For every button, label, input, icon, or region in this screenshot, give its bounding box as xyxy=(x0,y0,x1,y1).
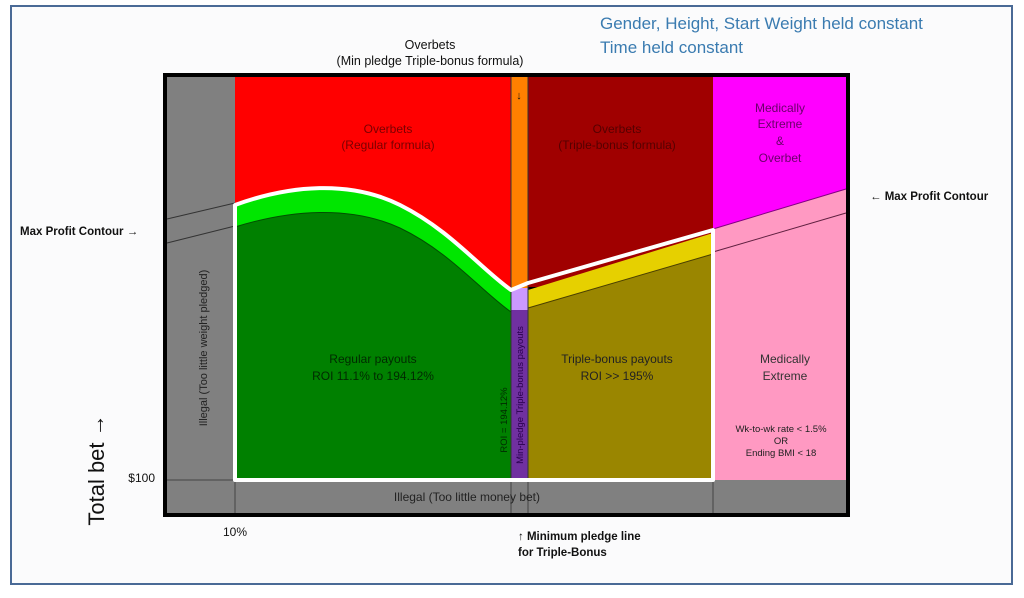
header-notes: Gender, Height, Start Weight held consta… xyxy=(600,12,1010,60)
max-profit-left-label: Max Profit Contour → xyxy=(20,226,139,238)
top-label: Overbets (Min pledge Triple-bonus formul… xyxy=(300,37,560,69)
y-axis-label: Total bet → xyxy=(84,414,109,525)
min-pledge-arrow-icon: ↓ xyxy=(516,90,522,102)
regular-payouts-region xyxy=(235,212,511,480)
med-extreme-overbet-l3: & xyxy=(776,134,784,148)
min-pledge-line-label-2: for Triple-Bonus xyxy=(518,547,607,559)
top-label-line1: Overbets xyxy=(404,38,456,52)
triple-payouts-title: Triple-bonus payouts xyxy=(561,352,673,366)
regular-payouts-roi: ROI 11.1% to 194.12% xyxy=(312,369,434,383)
medically-extreme-region xyxy=(713,189,846,480)
regular-payouts-title: Regular payouts xyxy=(329,352,416,366)
triple-payouts-region xyxy=(528,254,713,480)
roi-line-label: ROI = 194.12% xyxy=(499,387,510,453)
y-tick-100: $100 xyxy=(128,471,155,485)
min-pledge-payouts-label: Min-pledge Triple-bonus payouts xyxy=(515,326,526,464)
med-extreme-cond3: Ending BMI < 18 xyxy=(746,448,817,459)
overbets-regular-title: Overbets xyxy=(364,122,413,136)
note-time: Time held constant xyxy=(600,38,743,57)
overbets-regular-subtitle: (Regular formula) xyxy=(341,138,434,152)
min-pledge-payouts-region xyxy=(511,310,528,480)
triple-payouts-roi: ROI >> 195% xyxy=(581,369,654,383)
x-tick-10pct: 10% xyxy=(222,525,248,539)
min-pledge-overbet-region xyxy=(511,77,528,289)
contour-line-gray-upper xyxy=(166,202,236,220)
med-extreme-overbet-l1: Medically xyxy=(755,101,805,115)
min-pledge-max-band xyxy=(511,288,528,310)
min-pledge-line-label: ↑ Minimum pledge line for Triple-Bonus xyxy=(518,529,698,561)
contour-line-gray-lower xyxy=(166,225,236,244)
note-constants: Gender, Height, Start Weight held consta… xyxy=(600,14,923,33)
contour-line-green xyxy=(234,212,512,313)
max-profit-right-label: ← Max Profit Contour xyxy=(870,191,989,203)
med-extreme-overbet-l4: Overbet xyxy=(759,151,802,165)
top-label-line2: (Min pledge Triple-bonus formula) xyxy=(336,54,524,68)
med-extreme-overbet-l2: Extreme xyxy=(758,117,803,131)
contour-line-pink-lower xyxy=(712,212,847,253)
illegal-money-label: Illegal (Too little money bet) xyxy=(394,490,540,504)
min-pledge-line-label-1: ↑ Minimum pledge line xyxy=(518,531,641,543)
med-extreme-l2: Extreme xyxy=(763,369,808,383)
med-extreme-l1: Medically xyxy=(760,352,810,366)
illegal-weight-region xyxy=(167,77,235,513)
contour-line-pink-upper xyxy=(712,188,847,230)
illegal-weight-label: Illegal (Too little weight pledged) xyxy=(198,270,210,427)
contour-line-yellow xyxy=(527,253,714,309)
overbets-triple-title: Overbets xyxy=(593,122,642,136)
med-extreme-cond2: OR xyxy=(774,436,788,447)
med-extreme-cond1: Wk-to-wk rate < 1.5% xyxy=(735,424,827,435)
legal-region-outline xyxy=(233,186,715,482)
illegal-money-region xyxy=(167,480,846,513)
overbets-triple-subtitle: (Triple-bonus formula) xyxy=(558,138,676,152)
